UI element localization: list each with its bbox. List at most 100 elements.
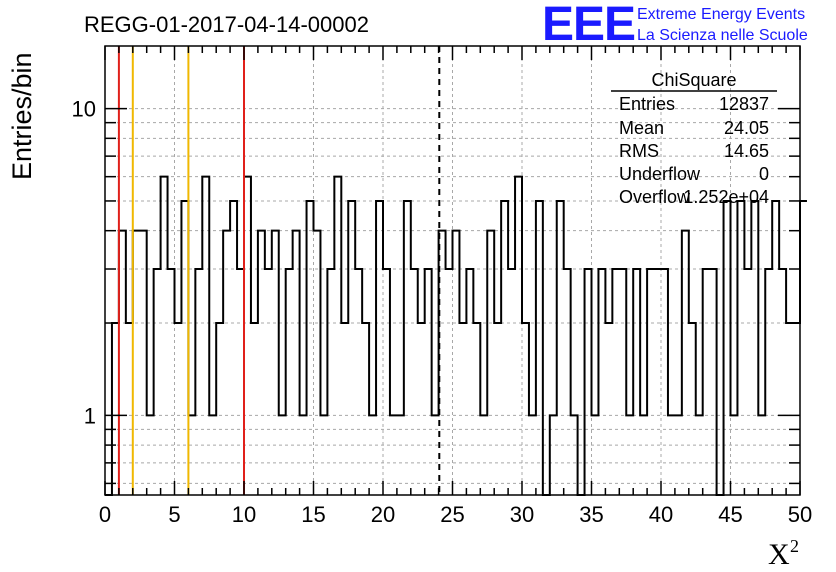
histogram-bin	[265, 269, 272, 495]
logo-line-1: Extreme Energy Events	[637, 6, 805, 23]
histogram-bin	[522, 323, 529, 495]
y-tick-label: 1	[84, 403, 96, 428]
histogram-bin	[779, 269, 786, 495]
histogram-bin	[119, 231, 126, 495]
histogram-bin	[647, 269, 654, 495]
histogram-bin	[536, 201, 543, 495]
histogram-bin	[446, 269, 453, 495]
histogram-bin	[612, 269, 619, 495]
stats-value-entries: 12837	[719, 94, 769, 114]
histogram-bin	[362, 323, 369, 495]
histogram-bin	[237, 269, 244, 495]
marker-lines	[117, 46, 441, 495]
histogram-bin	[348, 201, 355, 495]
histogram-bin	[793, 323, 800, 495]
histogram-bin	[473, 323, 480, 495]
histogram-bin	[557, 201, 564, 495]
stats-label-mean: Mean	[619, 118, 664, 138]
histogram-bin	[154, 269, 161, 495]
histogram-bin	[661, 269, 668, 495]
histogram-bin	[425, 269, 432, 495]
histogram-bin	[112, 323, 119, 495]
x-axis-title-base: X	[768, 538, 790, 571]
histogram-bin	[404, 201, 411, 495]
x-tick-label: 45	[718, 502, 742, 527]
stats-value-overflow: 1.252e+04	[683, 187, 769, 207]
stats-label-entries: Entries	[619, 94, 675, 114]
x-tick-label: 20	[371, 502, 395, 527]
histogram-bin	[605, 323, 612, 495]
x-tick-label: 0	[99, 502, 111, 527]
histogram-bin	[175, 323, 182, 495]
x-tick-label: 35	[579, 502, 603, 527]
axis-ticks	[104, 46, 801, 495]
x-axis-title-superscript: 2	[790, 536, 799, 556]
histogram-bin	[744, 269, 751, 495]
stats-value-mean: 24.05	[724, 118, 769, 138]
histogram-bin	[800, 201, 807, 495]
stats-title: ChiSquare	[651, 70, 736, 90]
histogram-bin	[619, 269, 626, 495]
histogram-bin	[772, 201, 779, 495]
x-tick-label: 5	[168, 502, 180, 527]
histogram-bin	[411, 269, 418, 495]
histogram-bin	[598, 269, 605, 495]
stats-label-rms: RMS	[619, 141, 659, 161]
histogram-bin	[751, 201, 758, 495]
stats-label-underflow: Underflow	[619, 164, 701, 184]
histogram-bin	[195, 269, 202, 495]
histogram-bin	[633, 269, 640, 495]
histogram-bin	[202, 177, 209, 495]
chart-title: REGG-01-2017-04-14-00002	[84, 12, 369, 37]
x-tick-label: 50	[788, 502, 812, 527]
histogram-bin	[564, 269, 571, 495]
histogram-bin	[272, 231, 279, 495]
x-tick-labels: 0 5 10 15 20 25 30 35 40 45 50	[99, 502, 812, 527]
histogram-bin	[230, 201, 237, 495]
x-tick-label: 25	[440, 502, 464, 527]
histogram-bin	[286, 269, 293, 495]
histogram-bin	[293, 231, 300, 495]
histogram-bin	[244, 177, 251, 495]
histogram-bin	[494, 323, 501, 495]
histogram-bin	[515, 177, 522, 495]
histogram-bin	[703, 269, 710, 495]
histogram-bin	[314, 231, 321, 495]
histogram-bin	[466, 269, 473, 495]
x-tick-label: 30	[510, 502, 534, 527]
x-tick-label: 15	[301, 502, 325, 527]
histogram-bin	[258, 231, 265, 495]
x-axis-title: X 2	[768, 536, 799, 571]
histogram-bin	[140, 231, 147, 495]
histogram-bin	[327, 269, 334, 495]
histogram-layer	[105, 175, 807, 496]
histogram-bin	[307, 201, 314, 495]
histogram-bin	[710, 269, 717, 495]
histogram-bin	[161, 177, 168, 495]
histogram-bin	[126, 323, 133, 495]
histogram-bin	[724, 201, 731, 495]
stats-label-overflow: Overflow	[619, 187, 691, 207]
x-tick-label: 10	[232, 502, 256, 527]
histogram-bin	[654, 269, 661, 495]
histogram-bin	[133, 231, 140, 495]
histogram-bin	[355, 269, 362, 495]
histogram-bin	[765, 269, 772, 495]
histogram-bin	[383, 269, 390, 495]
histogram-bin	[181, 201, 188, 495]
histogram-bin	[487, 231, 494, 495]
y-tick-labels: 1 10	[72, 97, 96, 429]
histogram-bin	[216, 323, 223, 495]
logo-line-2: La Scienza nelle Scuole	[637, 27, 808, 44]
histogram-bin	[334, 177, 341, 495]
logo-mark: EEE	[542, 0, 635, 51]
histogram-bin	[341, 323, 348, 495]
histogram-bin	[501, 201, 508, 495]
histogram-bin	[459, 323, 466, 495]
y-tick-label: 10	[72, 97, 96, 122]
histogram-bin	[585, 269, 592, 495]
stats-value-underflow: 0	[759, 164, 769, 184]
y-axis-title: Entries/bin	[7, 52, 37, 180]
histogram-bin	[786, 323, 793, 495]
